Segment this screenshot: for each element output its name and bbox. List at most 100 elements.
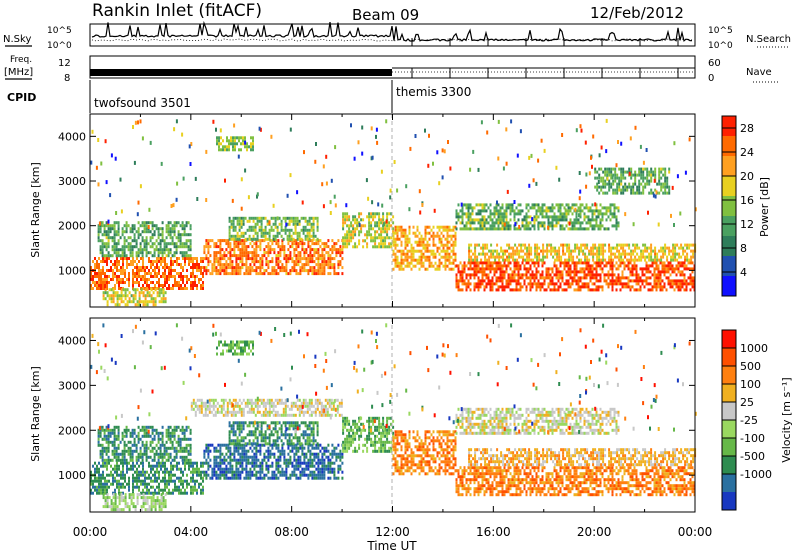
velocity-cell	[158, 482, 160, 486]
power-cell	[125, 224, 128, 228]
power-cell	[477, 209, 480, 213]
power-cell	[313, 266, 316, 270]
power-cell	[284, 216, 287, 220]
power-cell	[240, 219, 243, 223]
power-cell	[235, 272, 238, 276]
power-cell	[132, 297, 135, 301]
power-cell	[519, 203, 522, 207]
power-cell	[463, 212, 466, 216]
power-cell	[150, 260, 152, 263]
power-cell	[590, 252, 593, 256]
power-cell	[380, 239, 383, 243]
power-cell	[145, 224, 148, 228]
power-cell	[234, 142, 236, 146]
power-cell	[577, 227, 580, 231]
power-cell	[629, 279, 632, 283]
power-cell	[455, 285, 458, 289]
power-cell	[428, 264, 431, 268]
power-cell	[600, 188, 603, 192]
power-cell	[296, 219, 299, 223]
velocity-cell	[121, 449, 124, 453]
power-cell	[658, 182, 661, 186]
power-cell	[98, 275, 100, 278]
power-cell	[606, 173, 609, 177]
power-cell	[231, 254, 234, 258]
power-cell	[170, 287, 172, 290]
nsearch-label: N.Search	[746, 34, 791, 45]
power-cell	[573, 273, 576, 277]
power-cell	[207, 239, 210, 243]
power-cell	[603, 227, 606, 231]
beam-label: Beam 09	[352, 6, 419, 24]
power-cell	[649, 282, 652, 286]
power-cell	[576, 243, 579, 247]
power-cell	[115, 254, 118, 258]
power-cell	[444, 249, 447, 253]
power-cell	[138, 269, 140, 272]
power-cell	[561, 279, 564, 283]
power-cell	[442, 249, 445, 253]
power-cell	[542, 243, 545, 247]
power-cell	[120, 281, 122, 284]
velocity-cell	[168, 476, 170, 480]
power-cell	[124, 272, 126, 275]
power-cell	[594, 202, 597, 207]
power-cell	[151, 227, 154, 231]
power-cell	[509, 227, 512, 231]
power-cell	[125, 227, 128, 231]
power-cell	[294, 231, 297, 235]
power-cell	[617, 221, 620, 225]
power-cell	[671, 270, 674, 274]
power-cell	[412, 258, 415, 262]
power-cell	[681, 270, 684, 274]
power-cell	[285, 260, 288, 264]
power-cell	[556, 258, 559, 262]
power-cell	[672, 249, 675, 253]
power-cell	[628, 167, 631, 171]
power-cell	[494, 255, 497, 259]
power-cell	[549, 282, 552, 286]
power-cell	[325, 242, 328, 246]
power-cell	[159, 245, 162, 249]
power-cell	[465, 203, 468, 207]
power-cell	[459, 261, 462, 265]
power-cell	[380, 245, 383, 249]
power-cell	[132, 288, 135, 292]
power-cell	[641, 282, 644, 286]
velocity-cell	[96, 479, 98, 483]
power-cell	[518, 243, 521, 247]
power-cell	[584, 243, 587, 247]
power-cell	[267, 245, 270, 249]
velocity-cell	[148, 464, 150, 468]
power-cell	[611, 264, 614, 268]
power-cell	[327, 245, 330, 249]
power-cell	[497, 276, 500, 280]
power-cell	[271, 248, 274, 252]
power-cell	[205, 239, 208, 243]
velocity-cell	[113, 443, 116, 447]
power-cell	[656, 258, 659, 262]
power-cell	[559, 224, 562, 228]
power-cell	[664, 246, 667, 250]
power-cell	[549, 215, 552, 219]
power-cell	[440, 240, 443, 244]
power-cell	[662, 249, 665, 253]
power-cell	[422, 255, 425, 259]
power-cell	[313, 272, 316, 276]
power-cell	[384, 245, 387, 249]
nsky-label: N.Sky	[3, 34, 31, 45]
power-cell	[545, 276, 548, 280]
power-cell	[485, 282, 488, 286]
power-cell	[452, 240, 455, 244]
power-cell	[510, 252, 513, 256]
power-cell	[313, 269, 316, 273]
power-cell	[242, 219, 245, 223]
power-cell	[140, 266, 142, 269]
power-cell	[477, 218, 480, 222]
power-cell	[491, 212, 494, 216]
power-cell	[625, 285, 628, 289]
power-cell	[551, 276, 554, 280]
power-cell	[163, 251, 166, 255]
power-cell	[497, 227, 500, 231]
power-cell	[356, 221, 359, 225]
